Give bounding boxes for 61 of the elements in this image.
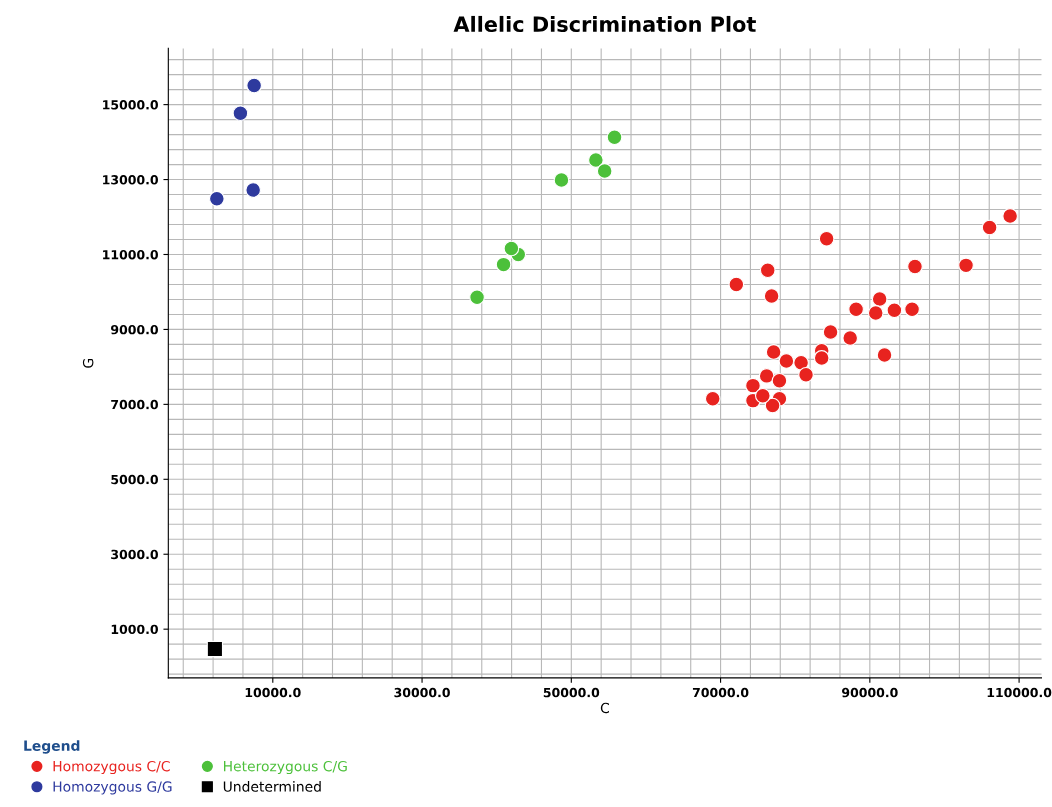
point bbox=[958, 257, 974, 274]
point bbox=[232, 105, 249, 122]
point bbox=[764, 397, 781, 414]
point bbox=[798, 366, 814, 383]
y-tick-label: 5000.0 bbox=[111, 474, 158, 485]
point bbox=[842, 330, 859, 346]
point bbox=[704, 390, 721, 407]
point bbox=[553, 172, 570, 188]
point bbox=[206, 640, 224, 658]
y-tick-label: 1000.0 bbox=[111, 624, 158, 635]
point bbox=[469, 289, 485, 306]
point bbox=[886, 302, 903, 319]
point bbox=[758, 368, 775, 384]
x-tick-label: 110000.0 bbox=[987, 687, 1052, 698]
legend-label: Heterozygous C/G bbox=[224, 760, 347, 775]
legend-title: Legend bbox=[24, 740, 80, 754]
point bbox=[754, 387, 771, 404]
y-tick-label: 11000.0 bbox=[103, 249, 158, 260]
point bbox=[763, 288, 780, 304]
point bbox=[876, 347, 893, 363]
legend-label: Homozygous G/G bbox=[53, 781, 172, 795]
point bbox=[765, 344, 782, 360]
x-tick-label: 50000.0 bbox=[543, 687, 600, 698]
point bbox=[759, 262, 776, 279]
y-tick-label: 3000.0 bbox=[111, 549, 158, 560]
legend-label: Undetermined bbox=[223, 781, 321, 792]
chart-title: Allelic Discrimination Plot bbox=[453, 15, 756, 33]
point bbox=[867, 305, 884, 321]
x-tick-label: 10000.0 bbox=[245, 687, 301, 698]
point bbox=[728, 276, 745, 293]
point bbox=[778, 353, 795, 369]
y-tick-label: 13000.0 bbox=[103, 175, 158, 185]
point bbox=[793, 354, 809, 371]
point bbox=[588, 152, 604, 168]
point bbox=[771, 372, 788, 389]
x-tick-label: 70000.0 bbox=[692, 687, 749, 698]
point bbox=[245, 182, 262, 198]
point bbox=[208, 190, 225, 207]
point bbox=[745, 377, 761, 394]
point bbox=[606, 129, 623, 146]
x-axis-title: C bbox=[600, 702, 609, 714]
y-tick-label: 7000.0 bbox=[111, 399, 158, 410]
y-tick-label: 9000.0 bbox=[111, 324, 158, 335]
point bbox=[907, 258, 923, 275]
x-tick-label: 30000.0 bbox=[394, 687, 450, 698]
point bbox=[596, 163, 613, 179]
y-tick-label: 15000.0 bbox=[103, 100, 158, 110]
point bbox=[495, 256, 512, 273]
point bbox=[503, 240, 520, 257]
point bbox=[822, 324, 839, 340]
point bbox=[1002, 208, 1018, 224]
point bbox=[813, 350, 830, 366]
point bbox=[871, 291, 888, 307]
point bbox=[246, 77, 262, 94]
point bbox=[981, 219, 998, 236]
x-tick-label: 90000.0 bbox=[842, 687, 898, 698]
point bbox=[848, 301, 864, 318]
point bbox=[818, 230, 835, 247]
y-axis-title: G bbox=[82, 358, 94, 368]
legend-label: Homozygous C/C bbox=[53, 760, 170, 775]
point bbox=[904, 301, 920, 318]
